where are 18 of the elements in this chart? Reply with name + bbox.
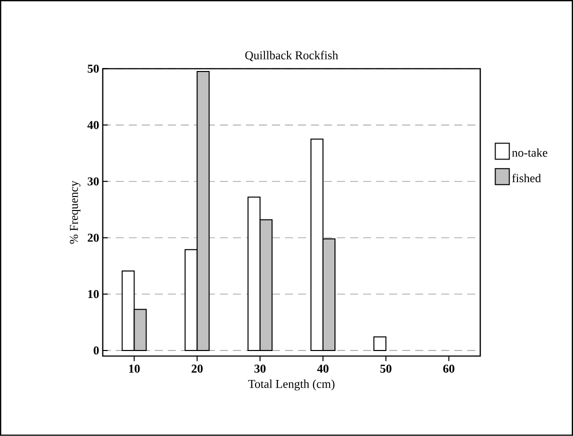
y-tick-label: 50 <box>88 64 99 73</box>
y-tick-label: 20 <box>88 234 99 242</box>
x-tick-label: 40 <box>317 364 328 373</box>
bar <box>373 336 386 352</box>
chart-title: Quillback Rockfish <box>245 50 338 62</box>
x-tick-label: 10 <box>129 364 140 373</box>
x-tick-label: 60 <box>443 364 454 373</box>
x-tick-label: 20 <box>192 364 203 373</box>
y-tick-label: 0 <box>94 346 99 355</box>
x-tick-label: 30 <box>254 364 266 373</box>
y-tick-label: 30 <box>88 177 99 186</box>
y-axis-title: % Frequency <box>70 180 80 244</box>
x-axis-title: Total Length (cm) <box>248 380 334 391</box>
y-tick-label: 10 <box>88 290 99 298</box>
legend-label: no-take <box>512 148 548 157</box>
legend-label: fished <box>512 174 541 182</box>
x-tick-label: 50 <box>380 364 392 373</box>
y-tick-label: 40 <box>87 121 99 130</box>
